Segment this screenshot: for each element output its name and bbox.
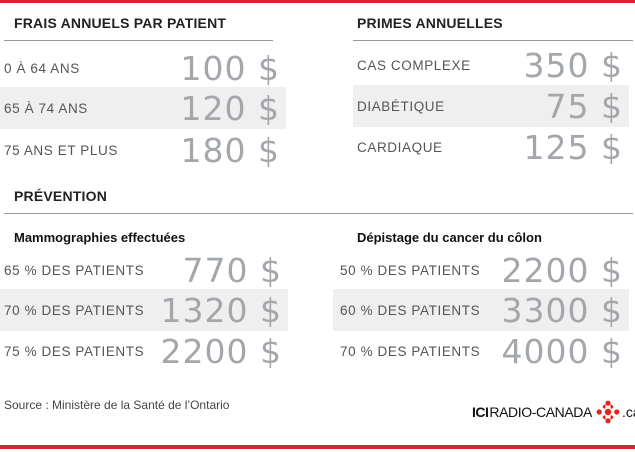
mammo-row-value: 770 $ <box>182 250 282 290</box>
colon-row-value: 4000 $ <box>501 331 623 371</box>
top-red-border <box>0 0 635 3</box>
radio-canada-gem-icon <box>596 400 620 424</box>
colon-row-label: 60 % DES PATIENTS <box>340 302 481 318</box>
logo-ici-text: ICI <box>472 404 489 420</box>
mammo-row-1: 70 % DES PATIENTS 1320 $ <box>0 289 288 331</box>
primes-row-value: 75 $ <box>545 86 623 126</box>
primes-row-value: 125 $ <box>523 127 623 167</box>
primes-heading: PRIMES ANNUELLES <box>357 15 503 31</box>
primes-row-value: 350 $ <box>523 45 623 85</box>
frais-heading: FRAIS ANNUELS PAR PATIENT <box>14 15 227 31</box>
bottom-red-border <box>0 445 635 449</box>
mammo-row-label: 70 % DES PATIENTS <box>4 302 145 318</box>
frais-row-1: 65 À 74 ANS 120 $ <box>0 87 286 129</box>
frais-divider <box>4 40 273 41</box>
colon-row-label: 50 % DES PATIENTS <box>340 262 481 278</box>
primes-divider <box>353 40 633 41</box>
frais-row-value: 100 $ <box>180 48 280 88</box>
mammo-row-label: 75 % DES PATIENTS <box>4 343 145 359</box>
mammo-row-value: 1320 $ <box>160 290 282 330</box>
primes-row-label: CAS COMPLEXE <box>357 57 471 73</box>
logo-radio-canada-text: RADIO-CANADA <box>489 404 592 420</box>
mammo-row-label: 65 % DES PATIENTS <box>4 262 145 278</box>
mammo-row-0: 65 % DES PATIENTS 770 $ <box>0 250 288 290</box>
primes-row-2: CARDIAQUE 125 $ <box>353 127 629 167</box>
radio-canada-logo: ICI RADIO-CANADA .ca <box>472 400 635 424</box>
frais-row-label: 75 ANS ET PLUS <box>4 142 118 158</box>
mammo-row-value: 2200 $ <box>160 331 282 371</box>
colon-row-2: 70 % DES PATIENTS 4000 $ <box>333 331 629 371</box>
frais-row-value: 180 $ <box>180 130 280 170</box>
mammo-row-2: 75 % DES PATIENTS 2200 $ <box>0 331 288 371</box>
frais-row-label: 0 À 64 ANS <box>4 60 80 76</box>
primes-row-label: DIABÉTIQUE <box>357 98 445 114</box>
colon-row-value: 3300 $ <box>501 290 623 330</box>
logo-ca-text: .ca <box>621 404 635 420</box>
prevention-heading: PRÉVENTION <box>14 188 108 204</box>
frais-row-0: 0 À 64 ANS 100 $ <box>0 47 286 89</box>
colon-row-1: 60 % DES PATIENTS 3300 $ <box>333 289 629 331</box>
primes-row-1: DIABÉTIQUE 75 $ <box>353 85 629 127</box>
source-note: Source : Ministère de la Santé de l’Onta… <box>4 398 230 412</box>
colon-row-value: 2200 $ <box>501 250 623 290</box>
colon-row-label: 70 % DES PATIENTS <box>340 343 481 359</box>
colon-row-0: 50 % DES PATIENTS 2200 $ <box>333 250 629 290</box>
colon-subheading: Dépistage du cancer du côlon <box>357 230 542 245</box>
frais-row-2: 75 ANS ET PLUS 180 $ <box>0 129 286 171</box>
mammo-subheading: Mammographies effectuées <box>14 230 186 245</box>
frais-row-label: 65 À 74 ANS <box>4 100 88 116</box>
primes-row-label: CARDIAQUE <box>357 139 443 155</box>
prevention-divider <box>4 213 633 214</box>
primes-row-0: CAS COMPLEXE 350 $ <box>353 45 629 85</box>
frais-row-value: 120 $ <box>180 88 280 128</box>
